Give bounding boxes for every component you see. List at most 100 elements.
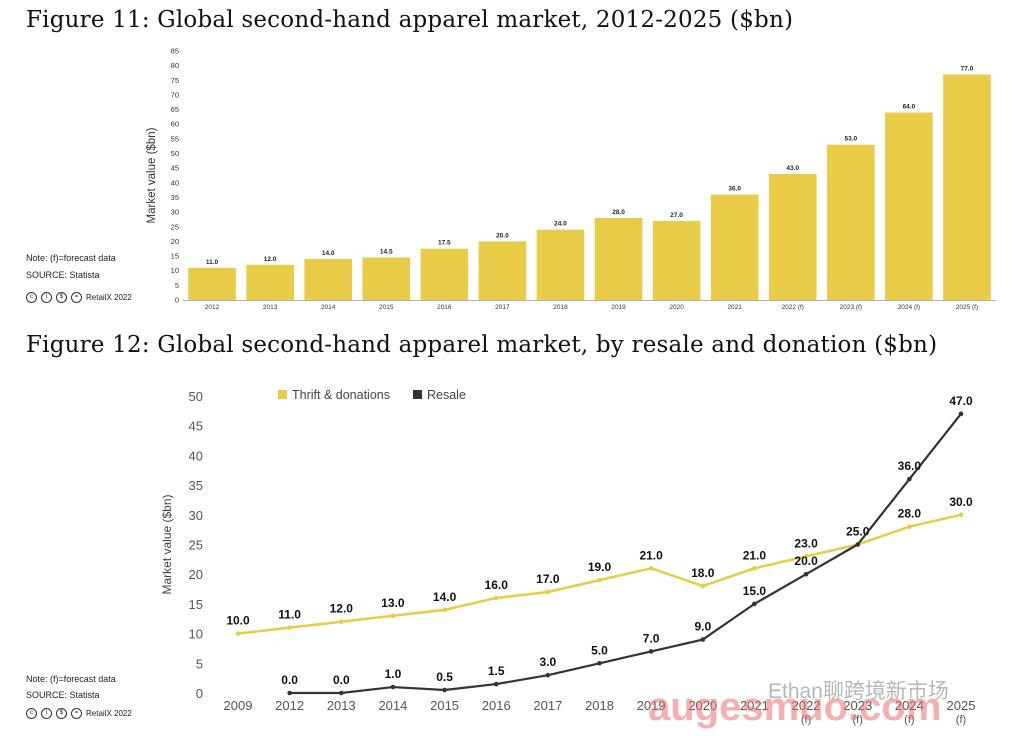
legend-label-thrift: Thrift & donations	[292, 388, 390, 402]
data-label: 0.0	[333, 673, 350, 687]
bar	[246, 264, 294, 300]
data-point	[958, 512, 964, 518]
bar	[827, 144, 875, 300]
x-tick-label: 2022 (f)	[782, 304, 804, 311]
y-tick-label: 70	[171, 90, 179, 99]
data-label: 17.0	[536, 572, 560, 586]
x-tick-label: 2019	[637, 698, 666, 713]
data-point	[545, 589, 551, 595]
data-label: 7.0	[643, 631, 660, 645]
bar-value-label: 14.0	[322, 250, 335, 257]
data-point	[545, 672, 551, 678]
y-tick-label: 85	[171, 47, 179, 56]
y-tick-label: 65	[171, 105, 179, 114]
y-tick-label: 35	[171, 193, 179, 202]
bar-value-label: 12.0	[264, 256, 277, 263]
y-tick-label: 15	[171, 252, 179, 261]
bar-value-label: 24.0	[554, 221, 567, 228]
x-tick-label: 2018	[585, 698, 614, 713]
data-point	[907, 476, 912, 482]
data-label: 25.0	[846, 525, 870, 539]
data-label: 0.5	[436, 670, 453, 684]
data-point	[752, 565, 757, 571]
bar-value-label: 28.0	[612, 209, 625, 216]
y-tick-label: 0	[196, 686, 203, 701]
data-point	[752, 601, 757, 607]
x-tick-label: 2018	[553, 304, 568, 311]
figure-11-credit: RetailX 2022	[86, 293, 132, 302]
y-tick-label: 55	[171, 134, 179, 143]
figure-12-note: Note: (f)=forecast data	[26, 674, 116, 684]
data-point	[648, 565, 654, 571]
x-tick-label: 2015	[430, 698, 459, 713]
data-point	[700, 637, 706, 642]
bar	[943, 74, 991, 300]
x-tick-label: 2012	[275, 698, 304, 713]
x-tick-label: 2012	[205, 304, 220, 311]
bar-value-label: 43.0	[786, 165, 799, 172]
data-label: 9.0	[694, 620, 711, 634]
y-tick-label: 35	[189, 478, 203, 493]
x-tick-label: 2017	[533, 698, 562, 713]
bar-value-label: 53.0	[844, 136, 857, 143]
x-tick-label: 2021	[727, 304, 742, 311]
y-tick-label: 20	[189, 567, 203, 582]
y-tick-label: 5	[196, 656, 203, 671]
y-tick-label: 45	[189, 419, 203, 434]
data-label: 20.0	[794, 554, 818, 568]
data-point	[390, 613, 396, 619]
data-label: 19.0	[588, 560, 612, 574]
data-label: 3.0	[540, 655, 557, 669]
data-point	[287, 625, 292, 630]
y-tick-label: 30	[189, 508, 203, 523]
bar-value-label: 17.5	[438, 240, 451, 247]
y-tick-label: 15	[189, 597, 203, 612]
data-point	[907, 524, 912, 529]
x-tick-label: 2020	[688, 698, 717, 713]
x-tick-label: 2025	[947, 698, 976, 713]
y-axis-label: Market value ($bn)	[160, 494, 174, 594]
data-point	[390, 684, 396, 690]
data-point	[855, 542, 861, 547]
figure-11-source: SOURCE: Statista	[26, 270, 100, 280]
bar-value-label: 11.0	[206, 259, 219, 266]
data-label: 10.0	[226, 614, 250, 628]
x-tick-label: 2013	[327, 698, 356, 713]
nc-icon: $	[56, 708, 67, 719]
x-tick-sublabel: (f)	[801, 714, 811, 726]
y-tick-label: 40	[189, 448, 203, 463]
y-tick-label: 25	[189, 538, 203, 553]
x-tick-label: 2017	[495, 304, 510, 311]
data-label: 12.0	[330, 602, 354, 616]
bar	[420, 248, 469, 300]
cc-icon: c	[26, 708, 37, 719]
data-point	[338, 690, 344, 696]
x-tick-label: 2024	[895, 698, 924, 713]
data-label: 14.0	[433, 590, 457, 604]
y-tick-label: 80	[171, 61, 179, 70]
y-tick-label: 10	[171, 266, 179, 275]
x-tick-label: 2016	[437, 304, 452, 311]
figure-12-title: Figure 12: Global second-hand apparel ma…	[26, 332, 938, 358]
data-label: 47.0	[949, 394, 973, 408]
bar-value-label: 36.0	[728, 186, 741, 193]
x-tick-label: 2021	[740, 698, 769, 713]
bar	[478, 241, 527, 300]
cc-icon: c	[26, 292, 37, 303]
data-label: 0.0	[281, 673, 298, 687]
legend: Thrift & donations Resale	[278, 388, 466, 402]
nc-icon: $	[56, 292, 67, 303]
x-tick-label: 2009	[224, 698, 253, 713]
x-tick-label: 2016	[482, 698, 511, 713]
x-tick-label: 2014	[321, 304, 336, 311]
data-point	[442, 687, 447, 693]
data-point	[338, 619, 344, 625]
data-label: 5.0	[591, 643, 608, 657]
bar	[768, 174, 817, 300]
bar-value-label: 20.0	[496, 232, 509, 239]
data-label: 21.0	[639, 548, 663, 562]
x-tick-label: 2013	[263, 304, 278, 311]
data-point	[493, 595, 499, 601]
data-point	[287, 690, 292, 696]
by-icon: i	[41, 708, 52, 719]
